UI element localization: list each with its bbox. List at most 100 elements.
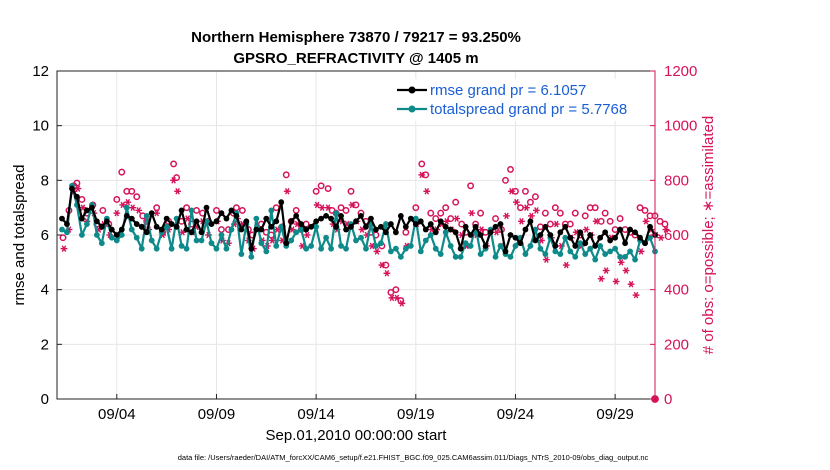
obs-assimilated-point <box>313 201 321 209</box>
obs-assimilated-stroke <box>319 204 325 211</box>
rmse-point <box>178 207 185 214</box>
rmse-point <box>647 223 653 230</box>
obs-assimilated-stroke <box>114 209 120 217</box>
totalspread-point <box>457 253 464 260</box>
obs-possible-point <box>531 193 539 201</box>
rmse-point <box>338 212 344 219</box>
obs-assimilated-stroke <box>374 248 380 255</box>
rmse-point <box>522 226 529 233</box>
obs-possible-point <box>59 234 67 242</box>
x-tick-label: 09/14 <box>297 406 335 423</box>
obs-possible-point <box>551 204 559 212</box>
obs-assimilated-point <box>582 226 590 233</box>
totalspread-point <box>592 256 599 263</box>
x-tick-label: 09/04 <box>98 406 136 423</box>
obs-assimilated-stroke <box>379 261 385 269</box>
obs-possible-point <box>502 176 509 184</box>
rmse-point <box>537 232 544 238</box>
rmse-point <box>557 229 564 236</box>
rmse-point <box>472 223 479 230</box>
left-tick-label: 12 <box>32 63 49 80</box>
totalspread-point <box>632 256 638 263</box>
rmse-point <box>427 221 434 227</box>
obs-assimilated-point <box>179 228 186 236</box>
totalspread-point <box>213 245 220 252</box>
rmse-point <box>238 226 245 233</box>
rmse-point <box>248 245 255 252</box>
obs-possible-point <box>437 209 445 217</box>
obs-possible-point <box>477 209 485 217</box>
totalspread-point <box>358 234 364 241</box>
rmse-point <box>622 240 628 247</box>
rmse-point <box>318 215 325 222</box>
rmse-point <box>118 226 125 233</box>
obs-assimilated-point <box>324 204 332 211</box>
rmse-point <box>407 215 414 222</box>
obs-assimilated-point <box>493 228 500 236</box>
obs-possible-point <box>656 217 664 225</box>
rmse-point <box>108 226 115 233</box>
totalspread-point <box>168 245 175 252</box>
rmse-point <box>353 218 359 225</box>
obs-assimilated-stroke <box>454 215 459 222</box>
totalspread-point <box>138 245 145 252</box>
totalspread-point <box>303 245 310 252</box>
obs-assimilated-stroke <box>494 228 499 236</box>
obs-assimilated-stroke <box>399 300 405 307</box>
totalspread-point <box>98 240 105 247</box>
totalspread-point <box>612 245 619 252</box>
obs-possible-point <box>556 209 564 217</box>
rmse-point <box>113 232 120 238</box>
right-y-axis: 0 200 400 600 800 1000 1200 <box>650 63 697 408</box>
rmse-point <box>452 229 459 236</box>
obs-possible-point <box>78 196 86 203</box>
obs-assimilated-stroke <box>130 204 136 211</box>
totalspread-point <box>333 210 339 217</box>
totalspread-point <box>392 245 399 252</box>
obs-assimilated-point <box>113 209 121 217</box>
rmse-point <box>223 215 230 222</box>
totalspread-point <box>512 243 519 249</box>
rmse-point <box>243 218 250 225</box>
obs-assimilated-stroke <box>563 261 569 269</box>
obs-assimilated-point <box>562 261 570 269</box>
totalspread-point <box>557 251 564 258</box>
totalspread-point <box>308 243 315 249</box>
obs-assimilated-stroke <box>154 209 159 217</box>
obs-assimilated-stroke <box>175 187 180 195</box>
obs-assimilated-stroke <box>504 212 509 220</box>
x-tick-label: 09/09 <box>198 406 236 423</box>
obs-assimilated-point <box>119 201 127 209</box>
rmse-point <box>422 226 429 233</box>
obs-possible-point <box>347 187 355 195</box>
obs-assimilated-stroke <box>269 237 275 244</box>
obs-possible-point <box>458 220 466 228</box>
obs-assimilated-stroke <box>75 185 81 192</box>
totalspread-point <box>118 232 125 238</box>
legend-rmse-label: rmse grand pr = 6.1057 <box>430 82 586 99</box>
obs-assimilated-point <box>528 212 535 220</box>
obs-assimilated-stroke <box>643 218 649 225</box>
obs-assimilated-point <box>318 204 326 211</box>
totalspread-point <box>402 245 409 252</box>
totalspread-point <box>492 253 499 260</box>
totalspread-point <box>84 221 90 227</box>
rmse-point <box>69 185 75 192</box>
obs-possible-point <box>282 171 290 179</box>
totalspread-point <box>273 243 280 249</box>
right-tick-label: 600 <box>664 227 689 244</box>
obs-possible-point <box>99 206 107 214</box>
totalspread-point <box>153 245 160 252</box>
obs-assimilated-stroke <box>325 204 331 211</box>
right-tick-label: 400 <box>664 282 689 299</box>
totalspread-point <box>198 237 205 244</box>
rmse-point <box>373 226 379 233</box>
obs-possible-point <box>571 209 579 217</box>
rmse-point <box>143 229 150 236</box>
obs-possible-point <box>581 212 589 220</box>
data-series <box>59 182 658 263</box>
totalspread-point <box>422 237 429 244</box>
obs-assimilated-point <box>418 171 426 179</box>
obs-assimilated-stroke <box>623 267 629 274</box>
rmse-point <box>602 229 609 236</box>
